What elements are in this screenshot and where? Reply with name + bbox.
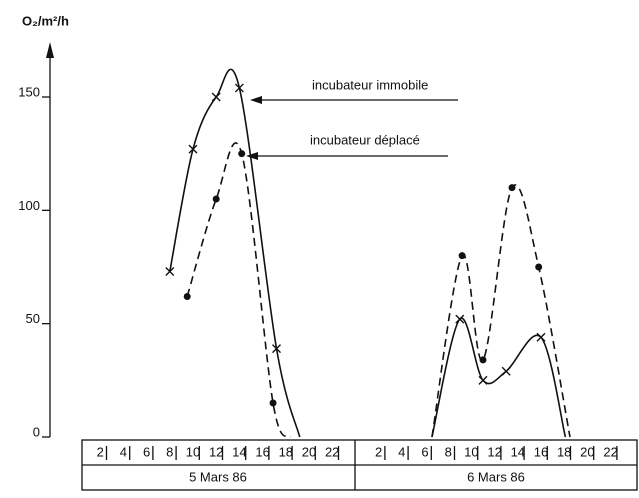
- x-tick-label: 10: [464, 444, 478, 459]
- x-tick-label: 8: [166, 444, 173, 459]
- y-tick-label: 50: [26, 311, 40, 326]
- y-axis-arrow: [46, 42, 54, 58]
- day-label: 5 Mars 86: [189, 469, 247, 484]
- x-tick-label: 20: [580, 444, 594, 459]
- x-tick-label: 10: [186, 444, 200, 459]
- x-tick-label: 12: [487, 444, 501, 459]
- point: [212, 195, 220, 203]
- x-tick-label: 12: [209, 444, 223, 459]
- x-tick-label: 14: [232, 444, 246, 459]
- x-tick-label: 4: [398, 444, 405, 459]
- x-tick-label: 2: [97, 444, 104, 459]
- point: [269, 399, 277, 407]
- point: [479, 356, 487, 364]
- x-tick-label: 16: [255, 444, 269, 459]
- x-tick-label: 4: [120, 444, 127, 459]
- x-tick-label: 2: [375, 444, 382, 459]
- series-line: [169, 68, 301, 438]
- day-label: 6 Mars 86: [467, 469, 525, 484]
- series-line: [431, 184, 571, 438]
- x-tick-label: 20: [302, 444, 316, 459]
- series-line: [186, 142, 292, 438]
- x-tick-label: 22: [325, 444, 339, 459]
- x-tick-label: 6: [421, 444, 428, 459]
- y-axis-label: O₂/m²/h: [22, 13, 69, 28]
- annotation-arrowhead: [246, 152, 258, 160]
- series-line: [431, 317, 567, 438]
- y-tick-label: 150: [18, 84, 40, 99]
- y-tick-label: 0: [33, 424, 40, 439]
- y-tick-label: 100: [18, 198, 40, 213]
- annotation-arrowhead: [250, 96, 262, 104]
- x-tick-label: 18: [279, 444, 293, 459]
- x-tick-label: 18: [557, 444, 571, 459]
- x-tick-label: 16: [534, 444, 548, 459]
- x-tick-label: 22: [603, 444, 617, 459]
- x-tick-label: 6: [143, 444, 150, 459]
- annotation: incubateur déplacé: [310, 132, 420, 147]
- x-tick-label: 8: [445, 444, 452, 459]
- annotation: incubateur immobile: [312, 77, 428, 92]
- x-tick-label: 14: [511, 444, 525, 459]
